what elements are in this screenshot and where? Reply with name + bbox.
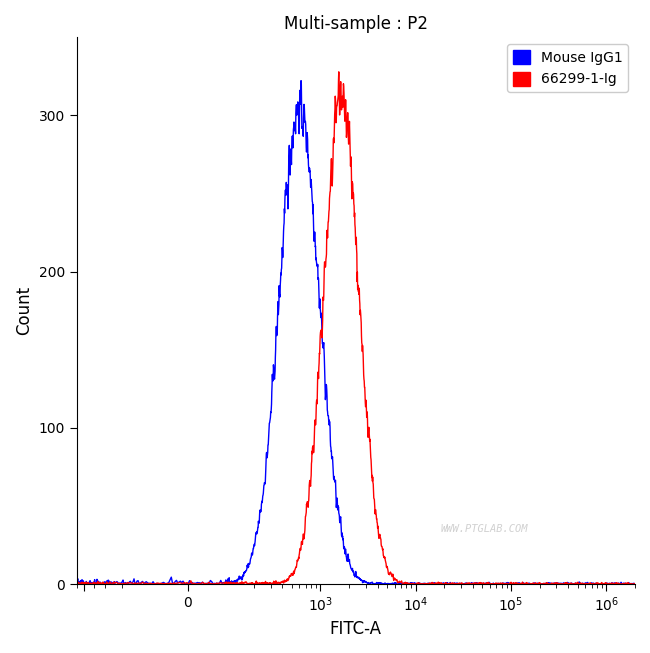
Legend: Mouse IgG1, 66299-1-Ig: Mouse IgG1, 66299-1-Ig	[508, 44, 628, 92]
Text: WWW.PTGLAB.COM: WWW.PTGLAB.COM	[441, 524, 528, 534]
Y-axis label: Count: Count	[15, 286, 33, 335]
Title: Multi-sample : P2: Multi-sample : P2	[284, 15, 428, 33]
X-axis label: FITC-A: FITC-A	[330, 620, 382, 638]
